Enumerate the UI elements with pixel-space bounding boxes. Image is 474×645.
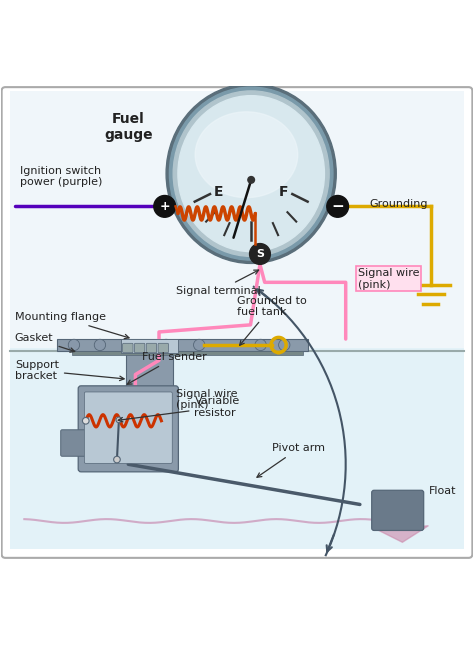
Circle shape <box>94 339 106 351</box>
FancyBboxPatch shape <box>123 343 133 353</box>
FancyBboxPatch shape <box>135 343 145 353</box>
Text: Grounded to
fuel tank: Grounded to fuel tank <box>237 296 307 345</box>
Text: Signal terminal: Signal terminal <box>175 270 260 296</box>
Circle shape <box>250 244 270 264</box>
Circle shape <box>82 417 89 424</box>
FancyBboxPatch shape <box>158 343 168 353</box>
FancyBboxPatch shape <box>84 392 172 463</box>
Text: Support
bracket: Support bracket <box>15 360 124 381</box>
FancyBboxPatch shape <box>121 339 178 353</box>
Text: −: − <box>331 199 344 214</box>
Text: Fuel sender: Fuel sender <box>127 352 207 384</box>
Circle shape <box>160 339 172 351</box>
FancyBboxPatch shape <box>10 91 464 348</box>
FancyBboxPatch shape <box>72 351 303 355</box>
Text: Variable
resistor: Variable resistor <box>118 397 240 422</box>
Ellipse shape <box>169 87 333 260</box>
Text: Signal wire
(pink): Signal wire (pink) <box>357 268 419 290</box>
Text: Pivot arm: Pivot arm <box>257 443 326 477</box>
Text: Grounding: Grounding <box>369 199 428 209</box>
Circle shape <box>154 195 175 217</box>
FancyBboxPatch shape <box>126 351 173 446</box>
FancyBboxPatch shape <box>78 386 178 472</box>
Text: Gasket: Gasket <box>15 333 75 352</box>
FancyBboxPatch shape <box>372 490 424 530</box>
Text: Fuel
gauge: Fuel gauge <box>104 112 153 143</box>
Text: Float: Float <box>428 486 456 497</box>
Circle shape <box>116 417 122 422</box>
Ellipse shape <box>173 91 329 256</box>
FancyBboxPatch shape <box>10 348 464 550</box>
Circle shape <box>114 456 120 463</box>
FancyBboxPatch shape <box>57 339 308 351</box>
FancyBboxPatch shape <box>1 87 473 558</box>
FancyBboxPatch shape <box>61 430 87 456</box>
Ellipse shape <box>178 95 324 252</box>
Circle shape <box>248 177 255 183</box>
Circle shape <box>279 339 290 351</box>
Ellipse shape <box>195 112 298 197</box>
Text: Signal wire
(pink): Signal wire (pink) <box>175 389 237 410</box>
Circle shape <box>193 339 205 351</box>
Circle shape <box>68 339 80 351</box>
Text: Ignition switch
power (purple): Ignition switch power (purple) <box>19 166 102 188</box>
Circle shape <box>327 195 348 217</box>
Circle shape <box>255 339 266 351</box>
Ellipse shape <box>166 84 336 263</box>
Text: Mounting flange: Mounting flange <box>15 312 129 339</box>
Text: E: E <box>214 185 224 199</box>
Text: +: + <box>159 200 170 213</box>
Text: S: S <box>256 249 264 259</box>
Text: F: F <box>279 185 288 199</box>
Polygon shape <box>379 526 428 542</box>
FancyBboxPatch shape <box>146 343 156 353</box>
